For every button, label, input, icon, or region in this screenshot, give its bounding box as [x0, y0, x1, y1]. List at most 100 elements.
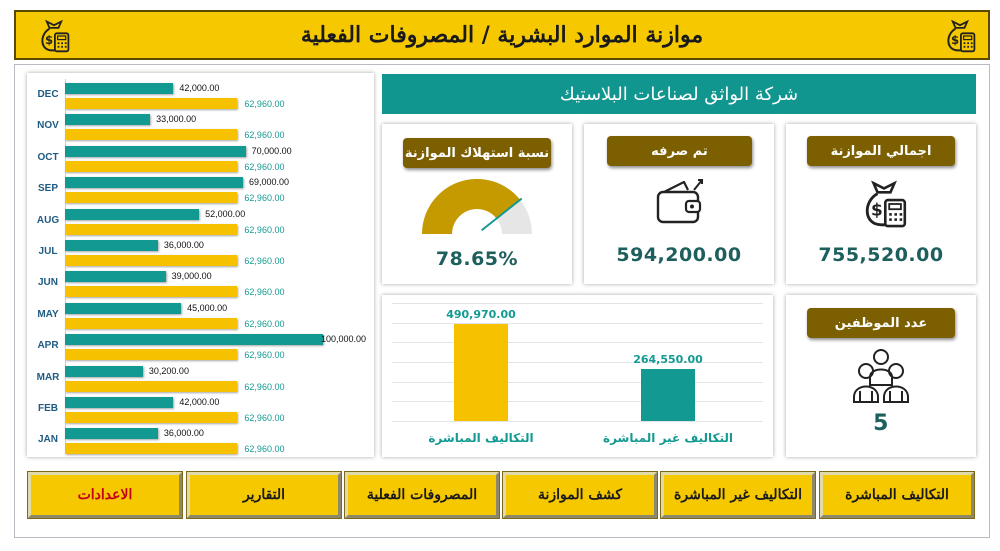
actual-value-label: 33,000.00	[156, 114, 197, 125]
month-row: OCT 70,000.00 62,960.00	[27, 142, 374, 173]
actual-bar	[65, 114, 151, 126]
budget-bar	[65, 317, 238, 329]
month-label: NOV	[37, 120, 59, 132]
budget-value-label: 62,960.00	[244, 193, 285, 204]
grid-line	[392, 322, 763, 324]
kpi-employees-label: عدد الموظفين	[807, 308, 955, 338]
grid-line	[392, 401, 763, 403]
actual-bar	[65, 177, 244, 189]
month-label: JAN	[37, 434, 58, 446]
actual-bar	[65, 428, 158, 440]
month-row: SEP 69,000.00 62,960.00	[27, 173, 374, 204]
actual-value-label: 39,000.00	[171, 271, 212, 282]
page-title: موازنة الموارد البشرية / المصروفات الفعل…	[300, 22, 704, 48]
reports-button[interactable]: التقارير	[186, 471, 342, 519]
month-row: AUG 52,000.00 62,960.00	[27, 205, 374, 236]
actual-bar	[65, 240, 158, 251]
budget-statement-button[interactable]: كشف الموازنة	[502, 471, 658, 519]
cost-value-label: 490,970.00	[446, 308, 516, 322]
budget-bar	[65, 380, 238, 392]
svg-text:$: $	[45, 33, 53, 47]
month-label: JUL	[38, 246, 58, 257]
budget-bar	[65, 98, 238, 109]
actual-bar	[65, 83, 174, 94]
budget-bar	[65, 223, 238, 235]
cost-bar	[641, 368, 695, 421]
kpi-employees-card: عدد الموظفين 5	[786, 295, 976, 457]
month-row: FEB 42,000.00 62,960.00	[27, 393, 374, 424]
kpi-spent-card: تم صرفه 594,200.00	[584, 124, 774, 284]
actual-value-label: 100,000.00	[321, 334, 367, 345]
month-row: MAY 45,000.00 62,960.00	[27, 299, 374, 330]
month-label: OCT	[37, 151, 59, 163]
budget-value-label: 62,960.00	[244, 130, 285, 141]
grid-line	[392, 381, 763, 383]
kpi-consumption-card: نسبة استهلاك الموازنة 78.65%	[382, 124, 572, 284]
budget-bar	[65, 192, 238, 204]
month-label: SEP	[37, 183, 58, 195]
actual-value-label: 45,000.00	[187, 302, 228, 313]
month-row: JAN 36,000.00 62,960.00	[27, 424, 374, 455]
monthly-budget-chart: DEC 42,000.00 62,960.00 NOV 33,000.00 62,960.…	[27, 73, 374, 457]
budget-value-label: 62,960.00	[244, 224, 285, 235]
budget-value-label: 62,960.00	[244, 161, 285, 172]
month-label: FEB	[38, 403, 58, 414]
cost-category-label: التكاليف غير المباشرة	[602, 431, 734, 445]
budget-bar	[65, 255, 238, 266]
actual-value-label: 30,200.00	[148, 365, 189, 376]
actual-bar	[65, 302, 182, 314]
actual-value-label: 42,000.00	[179, 83, 220, 93]
grid-line	[392, 421, 763, 422]
money-bag-calculator-icon: $	[947, 19, 976, 53]
budget-bar	[65, 160, 238, 172]
kpi-consumption-label: نسبة استهلاك الموازنة	[403, 138, 551, 168]
month-row: DEC 42,000.00 62,960.00	[27, 79, 374, 110]
actual-value-label: 70,000.00	[251, 145, 292, 156]
kpi-total-budget-label: اجمالي الموازنة	[807, 136, 955, 166]
budget-value-label: 62,960.00	[244, 444, 285, 455]
month-label: DEC	[37, 89, 59, 100]
kpi-spent-label: تم صرفه	[607, 136, 752, 166]
cost-category-label: التكاليف المباشرة	[428, 431, 534, 445]
actual-expenses-button[interactable]: المصروفات الفعلية	[344, 471, 500, 519]
kpi-spent-value: 594,200.00	[616, 244, 742, 266]
month-row: NOV 33,000.00 62,960.00	[27, 110, 374, 141]
actual-value-label: 42,000.00	[179, 397, 220, 407]
budget-value-label: 62,960.00	[244, 318, 285, 329]
budget-bar	[65, 129, 238, 141]
budget-value-label: 62,960.00	[244, 350, 285, 361]
actual-bar	[65, 365, 143, 377]
direct-costs-button[interactable]: التكاليف المباشرة	[819, 471, 975, 519]
money-bag-calculator-icon: $	[41, 19, 70, 53]
actual-bar	[65, 334, 323, 346]
actual-value-label: 52,000.00	[205, 208, 246, 219]
budget-bar	[65, 412, 238, 423]
grid-line	[392, 303, 763, 304]
settings-button[interactable]: الاعدادات	[27, 471, 183, 519]
month-row: JUN 39,000.00 62,960.00	[27, 267, 374, 298]
kpi-total-budget-card: اجمالي الموازنة $ 755,520.00	[786, 124, 976, 284]
month-row: JUL 36,000.00 62,960.00	[27, 236, 374, 267]
actual-bar	[65, 271, 166, 283]
month-label: APR	[37, 340, 59, 352]
grid-line	[392, 342, 763, 344]
wallet-icon	[656, 179, 703, 224]
indirect-costs-button[interactable]: التكاليف غير المباشرة	[660, 471, 816, 519]
kpi-employees-value: 5	[873, 411, 889, 436]
actual-bar	[65, 145, 246, 157]
cost-value-label: 264,550.00	[633, 352, 703, 366]
budget-value-label: 62,960.00	[244, 413, 285, 423]
actual-value-label: 69,000.00	[249, 177, 290, 188]
budget-bar	[65, 286, 238, 298]
budget-value-label: 62,960.00	[244, 256, 285, 266]
grid-line	[392, 362, 763, 363]
actual-value-label: 36,000.00	[163, 428, 204, 439]
actual-bar	[65, 208, 200, 220]
budget-value-label: 62,960.00	[244, 287, 285, 298]
people-group-icon	[853, 349, 909, 403]
kpi-total-budget-value: 755,520.00	[818, 244, 944, 266]
actual-value-label: 36,000.00	[163, 240, 204, 250]
month-label: AUG	[36, 214, 60, 226]
month-label: JUN	[37, 277, 58, 289]
cost-breakdown-chart: 490,970.00 التكاليف المباشرة 264,550.00 الت…	[382, 295, 773, 457]
